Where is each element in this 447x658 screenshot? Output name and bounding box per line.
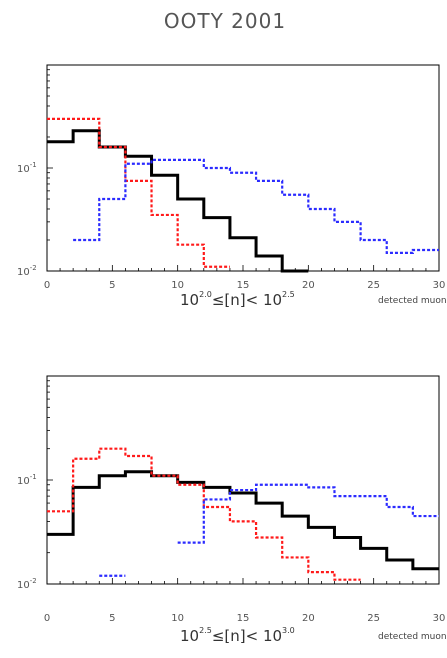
x-tick-label: 5 bbox=[109, 613, 115, 624]
figure-title: OOTY 2001 bbox=[164, 9, 286, 33]
panel-2-series bbox=[47, 447, 439, 581]
x-tick-label: 0 bbox=[44, 613, 50, 624]
x-tick-label: 0 bbox=[44, 280, 50, 291]
y-tick-label: 10-1 bbox=[17, 473, 37, 487]
x-tick-label: 25 bbox=[367, 613, 380, 624]
panel-2: 0 5 10 15 20 25 30 10-1 10-2 102.5≤[n]< 103.0 d… bbox=[17, 375, 447, 645]
panel-1-y-tick-labels: 10-1 10-2 bbox=[17, 161, 37, 278]
y-tick-label: 10-2 bbox=[17, 577, 37, 591]
panel-1-axes bbox=[46, 64, 440, 272]
panel-2-x-note: detected muon bbox=[378, 632, 447, 642]
x-tick-label: 15 bbox=[237, 613, 250, 624]
x-tick-label: 10 bbox=[171, 280, 184, 291]
series-2-line bbox=[47, 447, 361, 581]
series-3-line bbox=[73, 158, 439, 254]
x-tick-label: 30 bbox=[433, 613, 446, 624]
panel-1-x-tick-labels: 0 5 10 15 20 25 30 bbox=[44, 280, 446, 291]
y-tick-label: 10-1 bbox=[17, 161, 37, 175]
panel-1-series bbox=[47, 117, 439, 273]
panel-1-x-note: detected muon bbox=[378, 296, 447, 306]
x-tick-label: 20 bbox=[302, 613, 315, 624]
panel-2-x-axis-label: 102.5≤[n]< 103.0 bbox=[180, 626, 295, 645]
series-2-line bbox=[47, 117, 230, 268]
panel-2-axes bbox=[46, 375, 440, 585]
y-tick-label: 10-2 bbox=[17, 264, 37, 278]
panel-1-x-axis-label: 102.0≤[n]< 102.5 bbox=[180, 290, 295, 309]
x-tick-label: 10 bbox=[171, 613, 184, 624]
x-tick-label: 30 bbox=[433, 280, 446, 291]
x-tick-label: 25 bbox=[367, 280, 380, 291]
panel-1: 0 5 10 15 20 25 30 10-1 10-2 102.0≤[n]< 102.5 d… bbox=[17, 64, 447, 309]
series-1-line bbox=[47, 470, 439, 571]
series-3-line bbox=[99, 483, 439, 577]
x-tick-label: 15 bbox=[237, 280, 250, 291]
series-1-line bbox=[47, 129, 309, 273]
panel-2-frame bbox=[46, 375, 440, 585]
panel-2-y-tick-labels: 10-1 10-2 bbox=[17, 473, 37, 591]
x-tick-label: 20 bbox=[302, 280, 315, 291]
x-tick-label: 5 bbox=[109, 280, 115, 291]
panel-2-x-tick-labels: 0 5 10 15 20 25 30 bbox=[44, 613, 446, 624]
